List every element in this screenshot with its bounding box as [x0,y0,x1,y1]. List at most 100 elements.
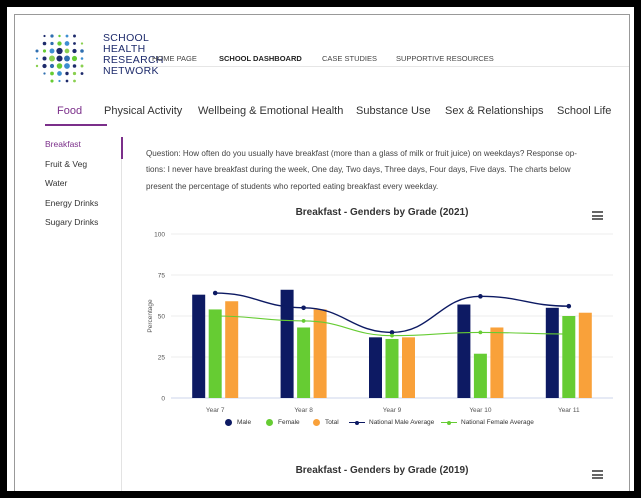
page: SCHOOL HEALTH RESEARCH NETWORK HOME PAGE… [14,14,630,491]
logo-dot [64,63,70,69]
brand-name[interactable]: SCHOOL HEALTH RESEARCH NETWORK [103,33,164,77]
legend-item-national-male[interactable]: National Male Average [349,419,434,426]
point-national-male [389,330,395,335]
legend-line-marker [441,419,457,426]
y-tick-label: 0 [161,396,165,403]
point-national-male [301,305,306,311]
logo-dot [65,79,69,83]
logo-dot [64,48,70,54]
nav-case-studies[interactable]: CASE STUDIES [322,54,378,63]
question-line: present the percentage of students who r… [146,181,439,191]
logo-dot [80,57,84,60]
sidebar-item-water[interactable]: Water [45,178,68,188]
bar-total [578,312,592,398]
sidebar-divider [121,159,122,491]
point-national-female [213,314,218,318]
logo-dot [58,34,61,38]
logo-dot [42,41,47,46]
legend-label: National Female Average [461,419,534,426]
point-national-female [566,332,571,336]
tab-substance-use[interactable]: Substance Use [356,105,431,117]
logo-dot [35,57,39,60]
bar-male [369,337,382,398]
chart-menu-icon[interactable] [592,211,603,220]
logo-dot [80,49,84,53]
logo-dot [35,49,39,53]
legend-item-male[interactable]: Male [225,419,251,426]
logo-dot [49,48,55,54]
logo-dot [50,41,54,46]
tab-school-life[interactable]: School Life [557,105,612,117]
tab-wellbeing[interactable]: Wellbeing & Emotional Health [198,105,344,117]
legend-line-marker [349,419,365,426]
logo-dot [58,79,61,83]
breakfast-chart-2021: 0 25 50 75 100 Percentage Year 7 Year 8 Year 9 Ye… [147,232,613,414]
bar-female [473,353,487,398]
top-navigation: HOME PAGE SCHOOL DASHBOARD CASE STUDIES … [139,39,629,67]
logo-dots-icon[interactable] [31,31,97,87]
x-tick-label: Year 10 [469,407,492,414]
x-tick-label: Year 11 [558,407,580,414]
logo-dot [50,71,54,76]
active-tab-underline [45,124,107,126]
logo-dot [65,34,69,38]
x-tick-label: Year 8 [294,407,313,414]
legend-item-national-female[interactable]: National Female Average [441,419,534,426]
site-header: SCHOOL HEALTH RESEARCH NETWORK HOME PAGE… [15,15,629,93]
tab-sex-relationships[interactable]: Sex & Relationships [445,105,544,117]
logo-dot [43,34,46,38]
logo-dot [72,71,77,76]
nav-supportive-resources[interactable]: SUPPORTIVE RESOURCES [396,54,494,63]
nav-home-page[interactable]: HOME PAGE [152,54,197,63]
sidebar-item-sugary-drinks[interactable]: Sugary Drinks [45,217,99,227]
logo-dot [35,64,39,68]
logo-dot [72,48,77,54]
logo-dot [80,64,84,68]
bar-female [562,316,576,398]
chart-menu-icon[interactable] [592,470,603,479]
logo-dot [50,34,54,38]
point-national-female [478,330,483,335]
nav-school-dashboard[interactable]: SCHOOL DASHBOARD [219,54,302,63]
y-tick-label: 25 [158,355,166,362]
logo-dot [50,79,54,83]
logo-dot [72,64,77,68]
topic-tabs: Food Physical Activity Wellbeing & Emoti… [45,101,629,127]
chart-title-2019: Breakfast - Genders by Grade (2019) [295,465,469,476]
sidebar-item-fruit-veg[interactable]: Fruit & Veg [45,158,88,169]
brand-line: NETWORK [103,65,159,77]
tab-food[interactable]: Food [57,105,83,117]
legend-marker [266,419,273,426]
legend-item-total[interactable]: Total [313,419,339,426]
sidebar-item-breakfast[interactable]: Breakfast [45,139,81,149]
question-line: tions: I never have breakfast during the… [146,165,571,175]
logo-dot [73,42,76,45]
chart-legend: Male Female Total National Male Average … [146,419,618,433]
question-line: Question: How often do you usually have … [146,149,577,158]
logo-dot [49,63,55,69]
tab-physical-activity[interactable]: Physical Activity [104,105,183,117]
logo-dot [73,34,76,38]
bar-female [208,309,222,398]
logo-dot [42,49,47,53]
logo-dot [71,55,78,62]
legend-label: Female [278,419,300,426]
logo-dot [57,71,62,76]
bar-total [313,309,327,398]
bar-male [192,294,206,398]
legend-marker [225,419,232,426]
y-axis-label: Percentage [147,299,154,333]
x-tick-label: Year 9 [383,407,402,414]
y-tick-label: 75 [158,273,166,280]
brand-line: HEALTH [103,43,146,55]
brand-line: SCHOOL [103,32,150,44]
legend-label: National Male Average [369,419,435,426]
bar-female [297,327,311,398]
sidebar-item-energy-drinks[interactable]: Energy Drinks [45,197,99,208]
x-tick-label: Year 7 [206,407,225,414]
logo-dot [43,72,46,75]
logo-dot [42,63,47,69]
legend-item-female[interactable]: Female [266,419,300,426]
line-national-male [215,292,569,334]
